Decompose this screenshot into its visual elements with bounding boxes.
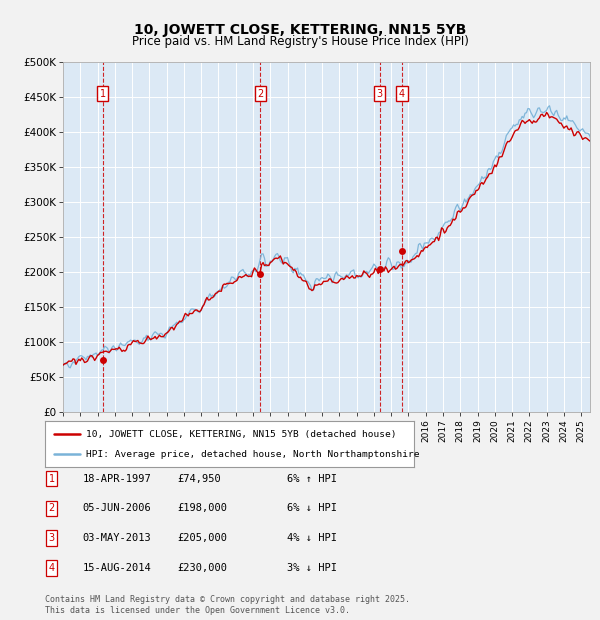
Text: 15-AUG-2014: 15-AUG-2014 xyxy=(83,563,152,573)
Text: 6% ↓ HPI: 6% ↓ HPI xyxy=(287,503,337,513)
Text: £74,950: £74,950 xyxy=(177,474,221,484)
Text: £205,000: £205,000 xyxy=(177,533,227,543)
Text: 10, JOWETT CLOSE, KETTERING, NN15 5YB: 10, JOWETT CLOSE, KETTERING, NN15 5YB xyxy=(134,23,466,37)
Text: 3% ↓ HPI: 3% ↓ HPI xyxy=(287,563,337,573)
Text: £230,000: £230,000 xyxy=(177,563,227,573)
Text: 1: 1 xyxy=(100,89,106,99)
Text: Contains HM Land Registry data © Crown copyright and database right 2025.: Contains HM Land Registry data © Crown c… xyxy=(45,595,410,604)
Text: HPI: Average price, detached house, North Northamptonshire: HPI: Average price, detached house, Nort… xyxy=(86,450,419,459)
Text: 4: 4 xyxy=(49,563,55,573)
Text: Price paid vs. HM Land Registry's House Price Index (HPI): Price paid vs. HM Land Registry's House … xyxy=(131,35,469,48)
Text: 3: 3 xyxy=(49,533,55,543)
Text: 3: 3 xyxy=(377,89,383,99)
Text: This data is licensed under the Open Government Licence v3.0.: This data is licensed under the Open Gov… xyxy=(45,606,350,615)
Text: 2: 2 xyxy=(257,89,263,99)
Text: 2: 2 xyxy=(49,503,55,513)
Text: £198,000: £198,000 xyxy=(177,503,227,513)
Text: 10, JOWETT CLOSE, KETTERING, NN15 5YB (detached house): 10, JOWETT CLOSE, KETTERING, NN15 5YB (d… xyxy=(86,430,396,438)
Text: 4% ↓ HPI: 4% ↓ HPI xyxy=(287,533,337,543)
Text: 4: 4 xyxy=(399,89,405,99)
Text: 1: 1 xyxy=(49,474,55,484)
Text: 05-JUN-2006: 05-JUN-2006 xyxy=(83,503,152,513)
Text: 6% ↑ HPI: 6% ↑ HPI xyxy=(287,474,337,484)
Text: 03-MAY-2013: 03-MAY-2013 xyxy=(83,533,152,543)
Text: 18-APR-1997: 18-APR-1997 xyxy=(83,474,152,484)
